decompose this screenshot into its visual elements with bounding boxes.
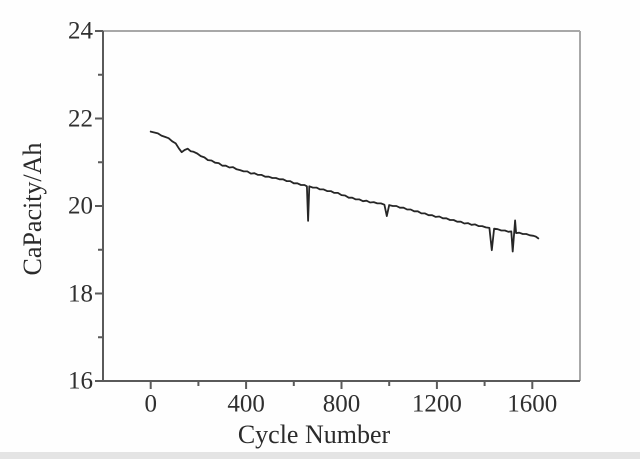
page-edge-strip — [0, 452, 640, 459]
x-axis-label: Cycle Number — [237, 420, 391, 449]
y-tick-label-22: 22 — [68, 105, 93, 132]
y-tick-label-24: 24 — [68, 17, 93, 45]
x-tick-label-400: 400 — [227, 390, 265, 418]
capacity-curve — [149, 130, 540, 253]
y-tick-label-20: 20 — [68, 192, 93, 220]
x-tick-label-0: 0 — [144, 390, 157, 418]
y-axis-label: CaPacity/Ah — [18, 142, 47, 276]
x-tick-label-1200: 1200 — [411, 390, 462, 418]
y-tick-label-18: 18 — [68, 280, 93, 307]
x-tick-label-1600: 1600 — [507, 390, 558, 418]
x-tick-label-800: 800 — [322, 390, 361, 418]
y-tick-label-16: 16 — [68, 367, 93, 395]
